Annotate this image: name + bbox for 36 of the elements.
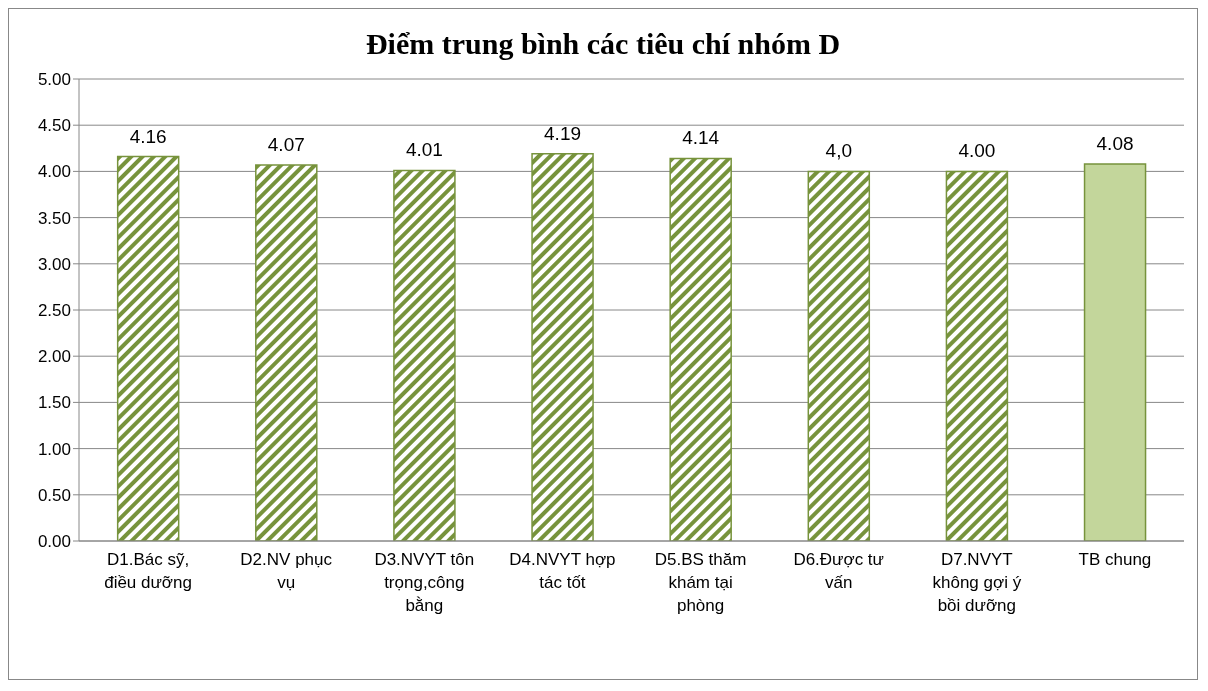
y-tick-label: 1.50 (37, 393, 71, 413)
y-tick-label: 0.50 (37, 485, 71, 505)
x-tick-label: D1.Bác sỹ, điều dưỡng (104, 550, 192, 592)
bar (393, 169, 456, 541)
bar (531, 153, 594, 541)
y-tick-label: 3.00 (37, 254, 71, 274)
x-tick-label: D4.NVYT hợp tác tốt (509, 550, 616, 592)
x-tick-label: TB chung (1078, 550, 1152, 569)
y-tick-label: 0.00 (37, 532, 71, 552)
bar (116, 155, 180, 541)
data-label: 4.07 (267, 133, 305, 155)
data-label: 4.01 (405, 139, 443, 161)
data-label: 4,0 (825, 140, 853, 162)
bar (669, 157, 732, 541)
x-tick-label: D6.Được tư vấn (793, 550, 884, 592)
y-tick-label: 5.00 (37, 70, 71, 90)
bar (1083, 163, 1147, 541)
x-tick-label: D5.BS thăm khám tại phòng (654, 550, 747, 615)
y-tick-label: 3.50 (37, 208, 71, 228)
y-tick-label: 2.00 (37, 347, 71, 367)
bar (807, 170, 871, 541)
bar (255, 164, 318, 541)
bar (945, 170, 1009, 541)
data-label: 4.14 (682, 127, 720, 149)
y-tick-label: 4.00 (37, 162, 71, 182)
x-tick-label: D2.NV phục vụ (240, 550, 333, 592)
x-tick-label: D7.NVYT không gợi ý bồi dưỡng (932, 550, 1022, 615)
y-tick-label: 4.50 (37, 116, 71, 136)
data-label: 4.19 (544, 122, 582, 144)
data-label: 4.08 (1096, 133, 1134, 155)
chart-title: Điểm trung bình các tiêu chí nhóm D (364, 27, 842, 61)
x-tick-label: D3.NVYT tôn trọng,công bằng (374, 550, 475, 615)
data-label: 4.16 (129, 125, 167, 147)
y-tick-label: 2.50 (37, 301, 71, 321)
data-label: 4.00 (958, 140, 996, 162)
y-tick-label: 1.00 (37, 439, 71, 459)
